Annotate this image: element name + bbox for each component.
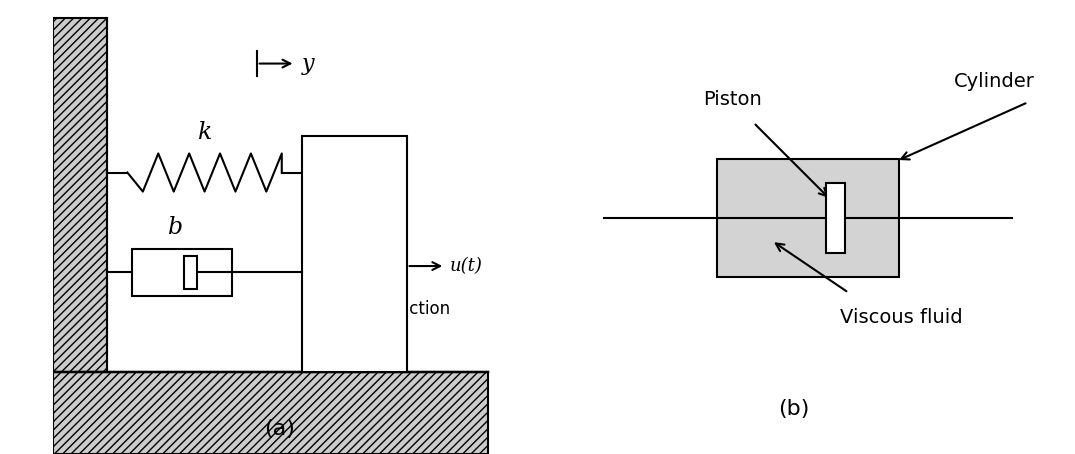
Text: (b): (b) (778, 399, 809, 419)
Bar (826, 183, 845, 253)
Text: u(t): u(t) (449, 257, 483, 275)
Text: Cylinder: Cylinder (954, 72, 1035, 91)
Text: k: k (198, 121, 212, 144)
Bar (717, 159, 899, 277)
Bar (53, 372, 488, 454)
Text: No friction: No friction (363, 300, 449, 365)
Bar (132, 249, 232, 296)
Text: y: y (302, 53, 315, 74)
Bar (184, 256, 197, 289)
Text: Viscous fluid: Viscous fluid (840, 308, 962, 327)
Bar (302, 136, 406, 372)
Text: m: m (340, 239, 369, 270)
Bar (53, 18, 108, 372)
Text: (a): (a) (264, 419, 295, 439)
Text: b: b (168, 216, 183, 239)
Text: Piston: Piston (703, 90, 762, 109)
